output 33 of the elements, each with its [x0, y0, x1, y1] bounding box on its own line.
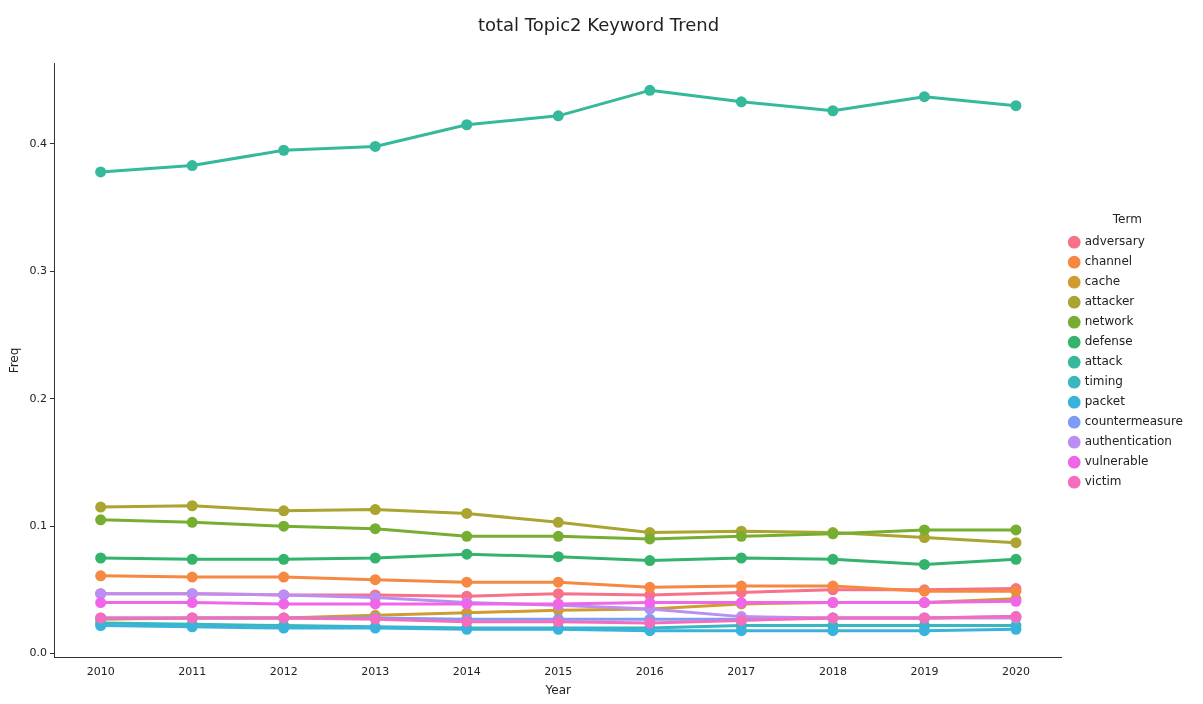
y-tick-label: 0.2: [29, 391, 47, 405]
x-tick-label: 2011: [178, 664, 207, 678]
legend-label: adversary: [1084, 234, 1145, 249]
x-tick-label: 2018: [818, 664, 847, 678]
x-tick-label: 2015: [544, 664, 573, 678]
x-tick-label: 2020: [1001, 664, 1030, 678]
y-tick-label: 0.0: [29, 646, 47, 660]
legend-label: defense: [1084, 334, 1133, 349]
legend-label: cache: [1084, 274, 1121, 289]
x-tick-label: 2016: [635, 664, 664, 678]
x-axis-title: Year: [544, 682, 572, 697]
y-tick-label: 0.1: [29, 519, 47, 533]
legend-label: attacker: [1084, 294, 1135, 309]
legend-label: victim: [1084, 474, 1122, 489]
x-tick-label: 2017: [727, 664, 756, 678]
legend-label: network: [1084, 314, 1134, 329]
y-axis-title: Freq: [7, 347, 22, 374]
legend-label: countermeasure: [1084, 414, 1183, 429]
legend-label: packet: [1084, 394, 1126, 409]
chart-title: total Topic2 Keyword Trend: [477, 14, 720, 36]
legend-label: timing: [1084, 374, 1123, 389]
x-tick-label: 2013: [361, 664, 390, 678]
legend-title: Term: [1111, 211, 1142, 226]
x-tick-label: 2012: [269, 664, 298, 678]
x-tick-label: 2010: [86, 664, 115, 678]
legend-label: channel: [1084, 254, 1133, 269]
y-tick-label: 0.3: [29, 264, 47, 278]
x-tick-label: 2019: [910, 664, 939, 678]
legend-label: vulnerable: [1084, 454, 1149, 469]
legend-label: authentication: [1084, 434, 1172, 449]
legend-label: attack: [1084, 354, 1123, 369]
x-tick-label: 2014: [452, 664, 481, 678]
y-tick-label: 0.4: [29, 136, 47, 150]
